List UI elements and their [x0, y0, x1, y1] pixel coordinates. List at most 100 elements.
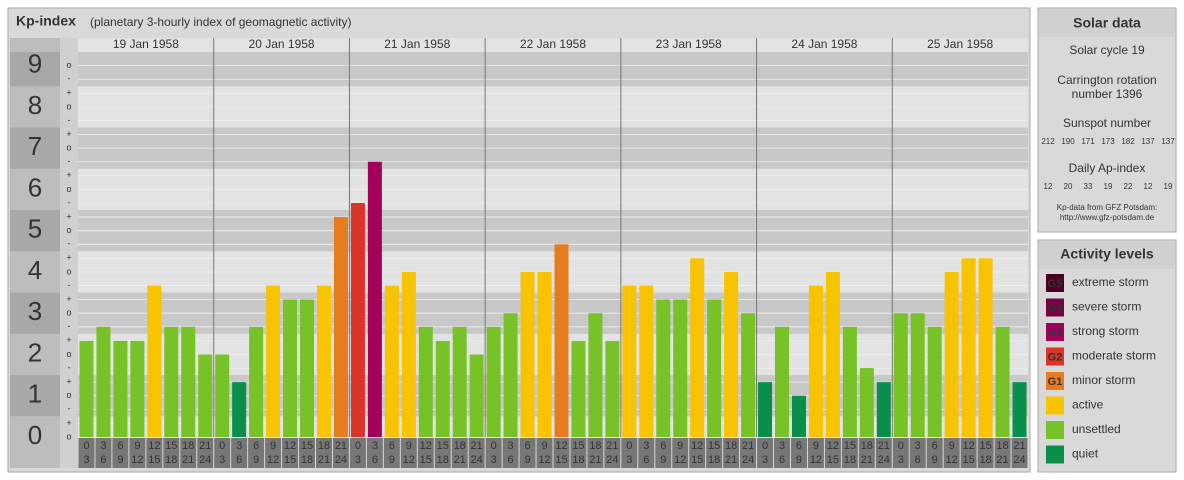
x-tick-box [807, 438, 824, 468]
x-tick-box [621, 438, 638, 468]
x-tick-label: 18 [725, 440, 737, 452]
ap-value: 22 [1124, 182, 1133, 191]
x-tick-label: 15 [148, 454, 160, 466]
x-tick-label: 18 [165, 454, 177, 466]
minor-tick-label: + [66, 170, 71, 180]
sunspot-number: 137 [1141, 137, 1155, 146]
x-tick-label: 3 [915, 440, 921, 452]
x-tick-box [383, 438, 400, 468]
bar [537, 271, 552, 437]
x-tick-box [451, 438, 468, 468]
x-tick-box [146, 438, 163, 468]
legend-label: minor storm [1072, 373, 1135, 387]
x-tick-label: 18 [437, 454, 449, 466]
x-tick-label: 21 [725, 454, 737, 466]
x-tick-label: 9 [270, 440, 276, 452]
y-tick-label: 4 [28, 255, 42, 285]
bar [724, 271, 739, 437]
x-tick-label: 18 [861, 440, 873, 452]
x-tick-box [655, 438, 672, 468]
x-tick-box [299, 438, 315, 468]
x-tick-box [349, 438, 366, 468]
x-tick-label: 18 [589, 440, 601, 452]
x-tick-label: 3 [372, 440, 378, 452]
x-tick-label: 6 [389, 440, 395, 452]
minor-tick-label: o [66, 60, 71, 70]
sunspot-number: 182 [1121, 137, 1135, 146]
x-tick-box [248, 438, 265, 468]
x-tick-label: 18 [844, 454, 856, 466]
bar [283, 299, 298, 437]
x-tick-box [672, 438, 689, 468]
minor-tick-label: - [68, 197, 71, 207]
x-tick-label: 9 [134, 440, 140, 452]
bar [927, 326, 942, 437]
x-tick-label: 6 [117, 440, 123, 452]
bar [96, 326, 111, 437]
x-tick-label: 12 [963, 440, 975, 452]
minor-tick-label: - [68, 280, 71, 290]
date-label: 23 Jan 1958 [656, 37, 722, 51]
x-tick-box [587, 438, 604, 468]
date-label: 25 Jan 1958 [927, 37, 993, 51]
y-tick-label: 2 [28, 337, 42, 367]
minor-tick-label: - [68, 74, 71, 84]
source: Kp-data from GFZ Potsdam: [1057, 203, 1157, 212]
carrington: number 1396 [1072, 87, 1143, 101]
bar [707, 299, 722, 437]
bar [164, 326, 179, 437]
legend-code: G1 [1048, 376, 1063, 388]
bar [961, 258, 976, 437]
x-tick-label: 0 [219, 440, 225, 452]
y-tick-label: 8 [28, 90, 42, 120]
x-tick-label: 12 [420, 440, 432, 452]
x-tick-label: 15 [165, 440, 177, 452]
bar [859, 368, 874, 437]
x-tick-label: 3 [100, 440, 106, 452]
x-tick-label: 9 [389, 454, 395, 466]
bar [876, 382, 891, 437]
x-tick-label: 12 [946, 454, 958, 466]
solar-title: Solar data [1073, 15, 1141, 31]
x-tick-label: 0 [898, 440, 904, 452]
x-tick-label: 24 [199, 454, 211, 466]
bar [808, 285, 823, 437]
source: http://www.gfz-potsdam.de [1060, 213, 1155, 222]
x-tick-label: 9 [406, 440, 412, 452]
x-tick-box [112, 438, 129, 468]
date-label: 24 Jan 1958 [791, 37, 857, 51]
x-tick-label: 18 [182, 440, 194, 452]
legend-code: G5 [1048, 278, 1063, 290]
x-tick-label: 21 [1013, 440, 1025, 452]
x-tick-box [180, 438, 197, 468]
bar [350, 203, 365, 437]
bar [113, 340, 128, 437]
band [78, 52, 1028, 87]
x-tick-label: 21 [878, 440, 890, 452]
x-tick-label: 15 [963, 454, 975, 466]
y-band [10, 127, 60, 169]
minor-tick-label: o [66, 308, 71, 318]
x-tick-label: 6 [915, 454, 921, 466]
x-tick-box [689, 438, 706, 468]
bar [469, 354, 484, 437]
x-tick-label: 21 [318, 454, 330, 466]
x-tick-label: 6 [779, 454, 785, 466]
chart-subtitle: (planetary 3-hourly index of geomagnetic… [90, 15, 351, 29]
x-tick-label: 12 [827, 440, 839, 452]
minor-tick-label: o [66, 184, 71, 194]
x-tick-box [366, 438, 383, 468]
legend-swatch [1046, 396, 1064, 415]
x-tick-label: 12 [810, 454, 822, 466]
minor-label-bg [60, 38, 78, 468]
bar [656, 299, 671, 437]
minor-tick-label: + [66, 335, 71, 345]
bar [995, 326, 1010, 437]
x-tick-label: 9 [932, 454, 938, 466]
legend-code: G3 [1048, 327, 1063, 339]
x-tick-box [604, 438, 621, 468]
bar [79, 340, 94, 437]
minor-tick-label: o [66, 143, 71, 153]
minor-tick-label: + [66, 294, 71, 304]
minor-tick-label: - [68, 404, 71, 414]
